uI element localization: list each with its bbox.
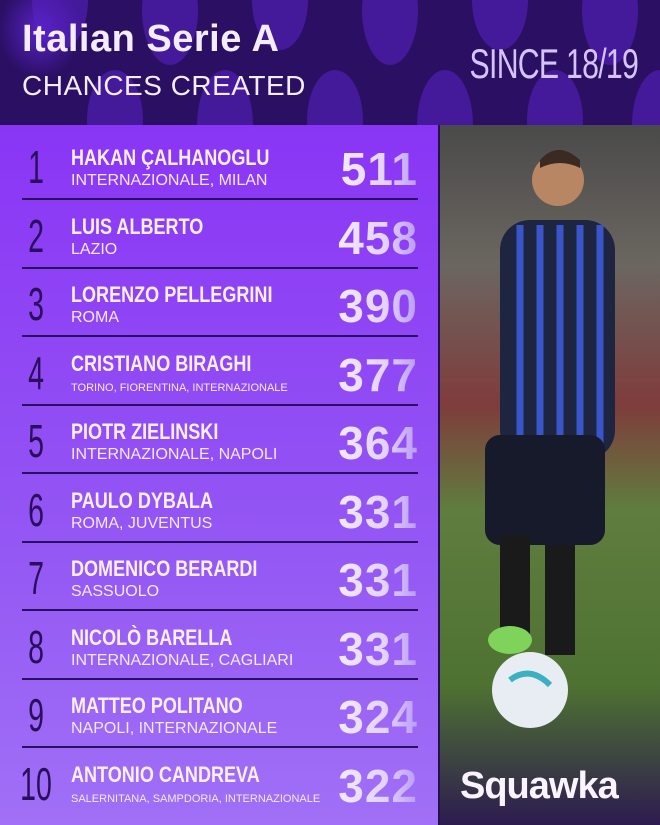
rank-number: 8 (28, 620, 44, 673)
ranking-row: 5 PIOTR ZIELINSKI INTERNAZIONALE, NAPOLI 36… (0, 406, 438, 474)
player-name: PAULO DYBALA (71, 487, 213, 513)
chances-value: 390 (338, 280, 418, 332)
rank-number: 6 (28, 483, 44, 536)
player-clubs: SASSUOLO (71, 583, 160, 600)
header: Italian Serie A CHANCES CREATED SINCE 18… (0, 0, 660, 125)
row-divider (22, 403, 418, 406)
player-clubs: LAZIO (71, 240, 118, 258)
player-illustration (485, 150, 615, 728)
ranking-row: 7 DOMENICO BERARDI SASSUOLO 331 (0, 543, 438, 611)
row-divider (22, 266, 418, 269)
player-photo (440, 125, 660, 825)
row-divider (22, 335, 418, 337)
player-clubs: INTERNAZIONALE, MILAN (71, 172, 268, 189)
player-clubs: ROMA (71, 309, 119, 326)
ranking-row: 8 NICOLÒ BARELLA INTERNAZIONALE, CAGLIARI 3… (0, 612, 438, 680)
chances-value: 331 (338, 485, 418, 538)
chances-value: 377 (338, 348, 418, 401)
chances-value: 331 (338, 622, 418, 675)
rank-number: 7 (28, 552, 44, 604)
squawka-logo: Squawka (460, 765, 619, 807)
rank-number: 1 (28, 141, 44, 193)
row-divider (22, 677, 418, 680)
rank-number: 9 (28, 689, 44, 741)
player-clubs: SALERNITANA, SAMPDORIA, INTERNAZIONALE (71, 792, 321, 805)
chances-value: 331 (338, 554, 418, 606)
player-name: MATTEO POLITANO (71, 693, 243, 718)
ranking-row: 6 PAULO DYBALA ROMA, JUVENTUS 331 (0, 475, 438, 543)
row-divider (22, 198, 418, 200)
player-name: PIOTR ZIELINSKI (71, 419, 219, 444)
row-divider (22, 540, 418, 543)
rank-number: 3 (28, 278, 44, 330)
chances-value: 511 (340, 143, 418, 195)
rank-number: 5 (28, 415, 44, 467)
row-divider (22, 472, 418, 474)
player-name: HAKAN ÇALHANOGLU (71, 145, 270, 170)
background-pattern (32, 0, 660, 125)
player-name: CRISTIANO BIRAGHI (71, 350, 252, 376)
rank-number: 2 (28, 209, 44, 262)
page-subtitle: CHANCES CREATED (22, 70, 306, 101)
rank-number: 4 (28, 346, 44, 399)
player-name: LUIS ALBERTO (71, 213, 204, 239)
chances-value: 324 (338, 691, 418, 743)
player-name: LORENZO PELLEGRINI (71, 282, 273, 307)
player-name: ANTONIO CANDREVA (71, 761, 260, 787)
ranking-row: 1 HAKAN ÇALHANOGLU INTERNAZIONALE, MILAN 51… (0, 132, 438, 200)
rank-number: 10 (20, 757, 52, 810)
chances-value: 458 (338, 211, 418, 264)
row-divider (22, 609, 418, 611)
player-clubs: TORINO, FIORENTINA, INTERNAZIONALE (71, 381, 288, 394)
chances-value: 322 (338, 759, 418, 812)
period-label: SINCE 18/19 (469, 40, 638, 87)
ranking-row: 3 LORENZO PELLEGRINI ROMA 390 (0, 269, 438, 337)
chances-value: 364 (338, 417, 418, 469)
player-clubs: INTERNAZIONALE, NAPOLI (71, 446, 278, 463)
page-title: Italian Serie A (22, 18, 280, 60)
ranking-row: 9 MATTEO POLITANO NAPOLI, INTERNAZIONALE 32… (0, 680, 438, 748)
player-clubs: ROMA, JUVENTUS (71, 514, 213, 532)
player-clubs: NAPOLI, INTERNAZIONALE (71, 720, 278, 737)
ranking-row: 2 LUIS ALBERTO LAZIO 458 (0, 201, 438, 269)
ranking-row: 10 ANTONIO CANDREVA SALERNITANA, SAMPDORIA… (0, 749, 438, 817)
player-clubs: INTERNAZIONALE, CAGLIARI (71, 651, 294, 669)
ranking-row: 4 CRISTIANO BIRAGHI TORINO, FIORENTINA, IN… (0, 338, 438, 406)
player-name: NICOLÒ BARELLA (71, 624, 233, 650)
ranking-list: 1 HAKAN ÇALHANOGLU INTERNAZIONALE, MILAN 51… (0, 125, 438, 825)
row-divider (22, 746, 418, 748)
player-name: DOMENICO BERARDI (71, 556, 258, 581)
